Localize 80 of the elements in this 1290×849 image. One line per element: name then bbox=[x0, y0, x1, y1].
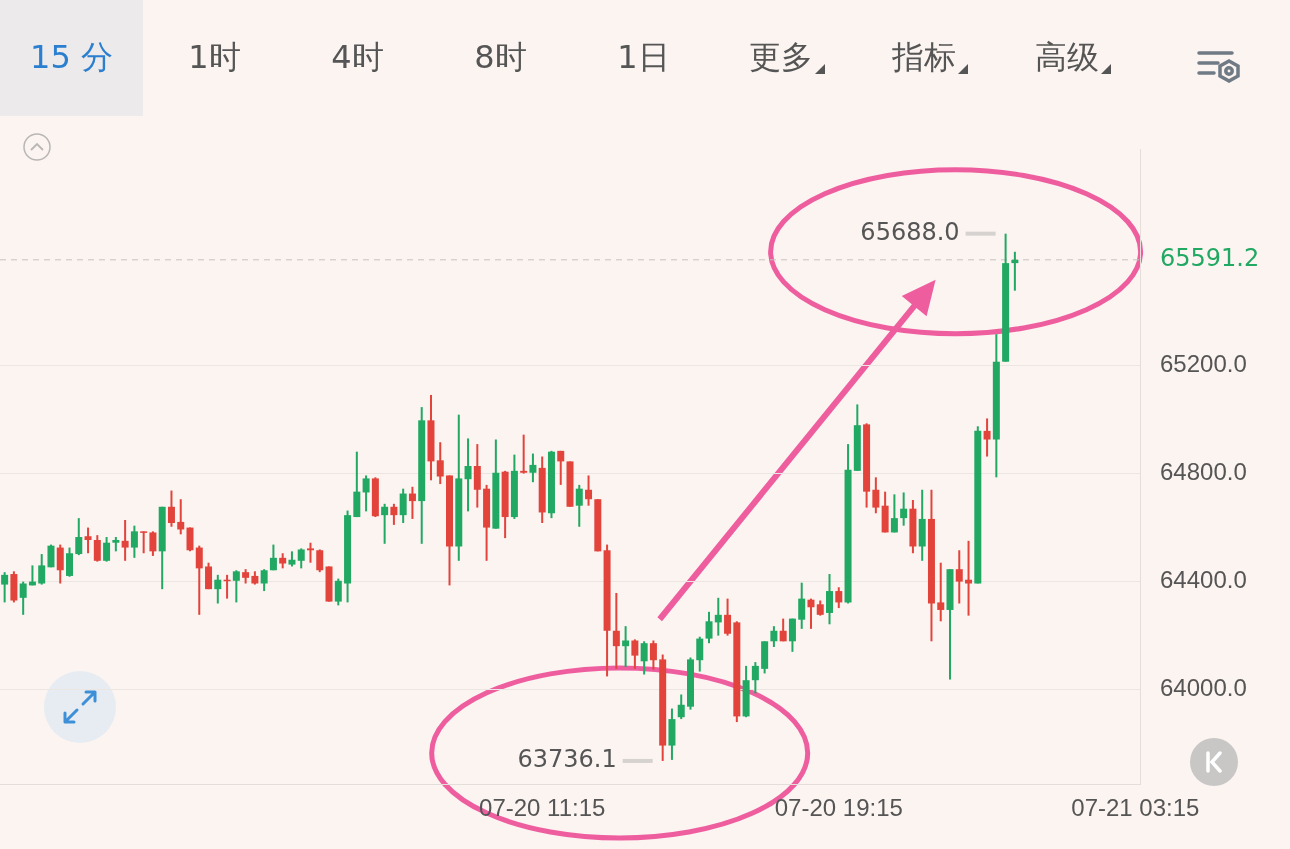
candlestick bbox=[38, 553, 46, 586]
candlestick bbox=[269, 543, 277, 572]
x-tick-label: 07-20 11:15 bbox=[479, 794, 606, 822]
annotation: 65688.0 bbox=[860, 217, 960, 246]
candlestick bbox=[297, 547, 305, 570]
candlestick bbox=[130, 524, 138, 559]
text: 高级 bbox=[1034, 37, 1099, 78]
candlestick bbox=[724, 597, 732, 637]
candlestick bbox=[900, 491, 908, 527]
text: 15 分 bbox=[30, 37, 113, 78]
candlestick bbox=[167, 489, 175, 528]
candlestick bbox=[140, 530, 148, 555]
candlestick bbox=[937, 561, 945, 623]
candlestick bbox=[473, 443, 481, 509]
candlestick bbox=[631, 638, 639, 670]
candlestick bbox=[93, 534, 101, 563]
candlestick bbox=[84, 526, 92, 555]
candlestick bbox=[149, 530, 157, 557]
candlestick bbox=[399, 487, 407, 524]
text: 更多 bbox=[748, 37, 813, 78]
candlestick bbox=[205, 561, 213, 591]
candlestick bbox=[575, 483, 583, 528]
candlestick bbox=[705, 610, 713, 645]
candlestick bbox=[214, 573, 222, 605]
candlestick bbox=[807, 597, 815, 630]
x-tick-label: 07-21 03:15 bbox=[1071, 794, 1200, 822]
candlestick bbox=[649, 639, 657, 671]
candlestick bbox=[195, 544, 203, 616]
candlestick bbox=[464, 437, 472, 513]
candlestick bbox=[714, 596, 722, 637]
candlestick bbox=[19, 580, 27, 616]
candlestick bbox=[622, 625, 630, 668]
candlestick bbox=[890, 493, 898, 534]
candlestick bbox=[334, 577, 342, 607]
candlestick bbox=[770, 625, 778, 648]
text: 指标 bbox=[891, 37, 956, 78]
candlestick bbox=[751, 661, 759, 695]
candlestick bbox=[408, 485, 416, 520]
candlestick bbox=[529, 452, 537, 484]
candlestick bbox=[677, 693, 685, 721]
x-tick-label: 07-20 19:15 bbox=[774, 794, 903, 822]
candlestick bbox=[788, 617, 796, 653]
text: 8时 bbox=[474, 37, 527, 78]
candlestick bbox=[585, 474, 593, 507]
candlestick bbox=[66, 546, 74, 578]
text: 1日 bbox=[617, 37, 670, 78]
ref-line-label: 65591.2 bbox=[1160, 244, 1260, 273]
candlestick bbox=[798, 581, 806, 630]
text: 1时 bbox=[188, 37, 241, 78]
y-tick-label: 65200.0 bbox=[1160, 350, 1247, 378]
y-tick-label: 64000.0 bbox=[1160, 674, 1247, 702]
candlestick bbox=[56, 543, 64, 585]
candlestick bbox=[316, 548, 324, 574]
candlestick bbox=[260, 568, 268, 593]
candlestick bbox=[103, 536, 111, 563]
candlestick bbox=[520, 433, 528, 475]
candlestick bbox=[612, 591, 620, 670]
candlestick bbox=[557, 449, 565, 486]
annotation: 63736.1 bbox=[517, 745, 617, 774]
candlestick bbox=[436, 441, 444, 486]
candlestick bbox=[872, 476, 880, 515]
candlestick bbox=[983, 417, 991, 458]
candlestick bbox=[1, 571, 9, 604]
candlestick bbox=[390, 502, 398, 526]
candlestick bbox=[177, 498, 185, 536]
candlestick bbox=[1011, 250, 1019, 292]
candlestick bbox=[121, 519, 129, 562]
candlestick bbox=[381, 502, 389, 545]
candlestick bbox=[640, 640, 648, 676]
y-tick-label: 64800.0 bbox=[1160, 458, 1247, 486]
y-tick-label: 64400.0 bbox=[1160, 566, 1247, 594]
candlestick bbox=[835, 586, 843, 610]
candlestick bbox=[232, 569, 240, 604]
candlestick bbox=[306, 541, 314, 564]
text: 4时 bbox=[331, 37, 384, 78]
candlestick bbox=[75, 517, 83, 557]
candlestick bbox=[696, 635, 704, 673]
candlestick bbox=[362, 474, 370, 513]
candlestick bbox=[826, 573, 834, 626]
candlestick bbox=[955, 549, 963, 605]
